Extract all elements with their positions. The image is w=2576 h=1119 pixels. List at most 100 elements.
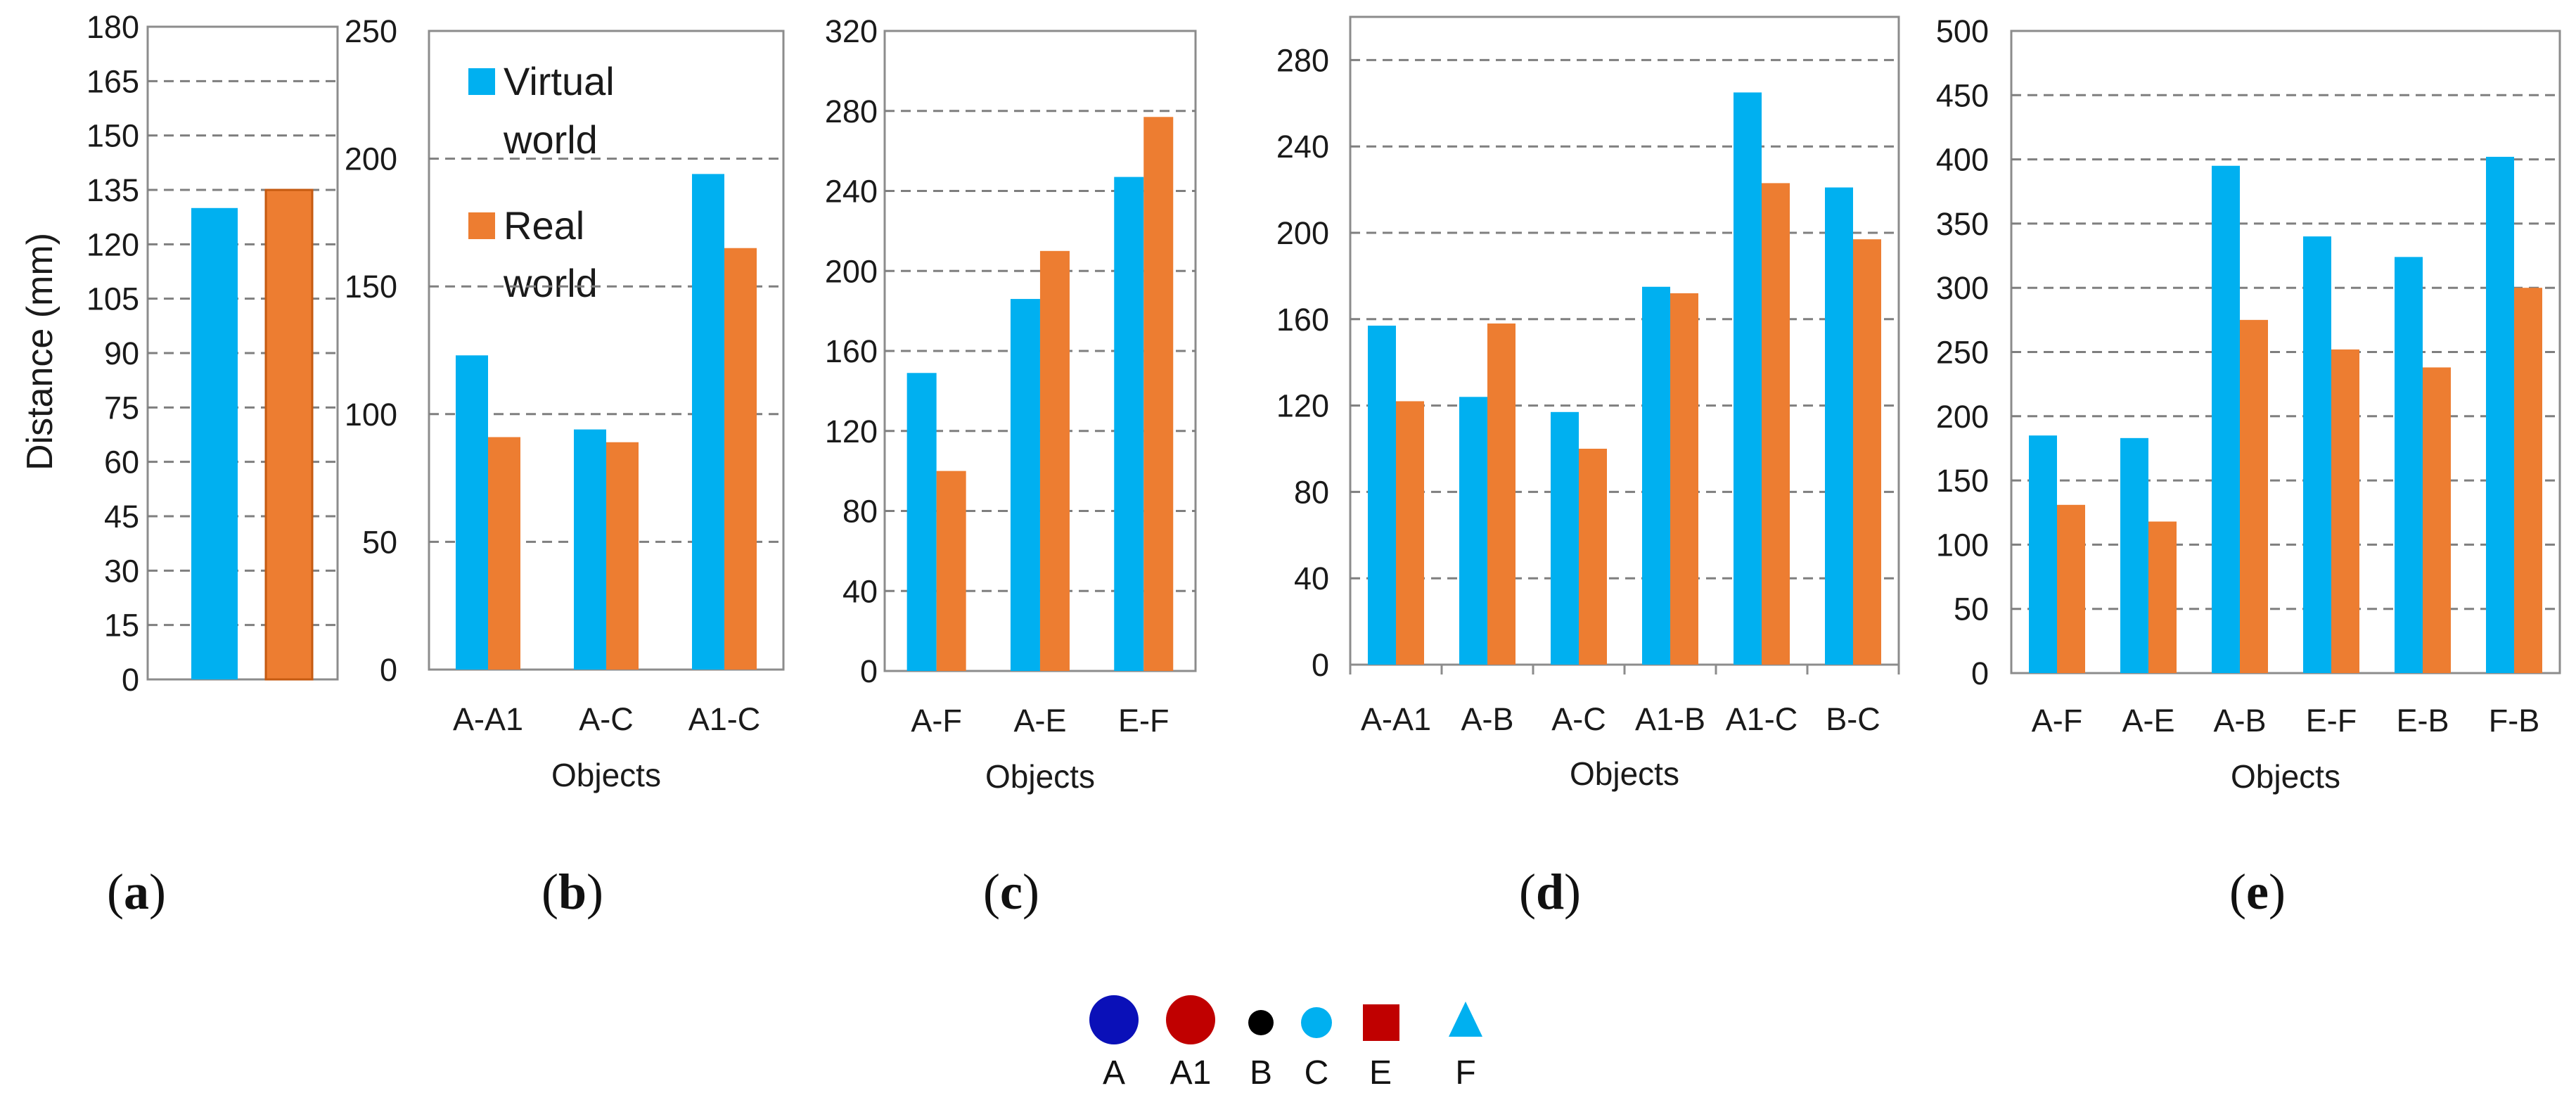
y-tick-label: 280: [825, 94, 878, 129]
x-tick-label: A-F: [2032, 703, 2083, 738]
y-tick-label: 40: [1294, 561, 1329, 596]
marker-b-icon: [1248, 1010, 1274, 1035]
y-tick-label: 150: [345, 269, 397, 305]
chart-panel-b: 0 50 100 150 200 250 A-A1 A-C A1-C Objects: [345, 13, 785, 793]
bar-virtual-A1-C: [692, 174, 724, 670]
y-axis-title: Distance (mm): [20, 233, 60, 471]
bar-virtual: [191, 207, 238, 679]
y-tick-label: 200: [825, 253, 878, 289]
y-tick-label: 200: [345, 141, 397, 177]
x-tick-label: A-E: [2122, 703, 2174, 738]
x-tick-label: A1-C: [1726, 701, 1798, 737]
bar-real-A-F: [936, 471, 966, 671]
y-tick-label: 320: [825, 13, 878, 49]
marker-a-icon: [1089, 995, 1139, 1044]
x-tick-label: B-C: [1826, 701, 1880, 737]
marker-f-icon: [1449, 1002, 1482, 1037]
panel-label-d: (d): [1519, 864, 1581, 920]
bar-real-F-B: [2514, 288, 2542, 673]
y-tick-label: 75: [104, 390, 139, 426]
x-tick-label: A-E: [1013, 703, 1066, 738]
legend-label-virtual-2: world: [503, 117, 598, 162]
x-tick-label: A1-B: [1635, 701, 1705, 737]
bar-real-A-F: [2057, 504, 2085, 673]
bar-real-A-E: [2148, 521, 2177, 673]
y-tick-label: 0: [1971, 656, 1989, 691]
y-tick-label: 250: [1936, 335, 1989, 371]
panel-label-c: (c): [983, 864, 1039, 920]
marker-label-c: C: [1305, 1054, 1329, 1092]
y-tick-label: 180: [86, 9, 139, 45]
x-tick-label: A-A1: [453, 701, 523, 737]
y-tick-label: 100: [345, 397, 397, 433]
y-tick-label: 30: [104, 553, 139, 589]
bar-real-A-B: [1487, 323, 1516, 665]
bar-real-A-C: [606, 442, 639, 670]
y-tick-label: 40: [842, 573, 878, 609]
x-axis-title: Objects: [1570, 755, 1679, 792]
bar-real-A-A1: [1396, 401, 1424, 665]
y-tick-label: 250: [345, 13, 397, 49]
x-tick-label: A-C: [579, 701, 634, 737]
marker-label-f: F: [1455, 1054, 1475, 1092]
chart-panel-d: 0 40 80 120 160 200 240 280 A-A1 A-B A-C A1-B A1-C B-…: [1276, 15, 1900, 792]
y-tick-label: 120: [825, 414, 878, 449]
x-tick-label: A-B: [2213, 703, 2266, 738]
y-tick-label: 120: [1276, 388, 1329, 424]
y-tick-label: 60: [104, 445, 139, 480]
x-axis-title: Objects: [2231, 758, 2340, 795]
bar-virtual-B-C: [1825, 187, 1853, 665]
marker-label-b: B: [1250, 1054, 1272, 1092]
bar-virtual-A-A1: [456, 355, 488, 670]
y-tick-label: 150: [1936, 463, 1989, 499]
bar-virtual-A-F: [906, 373, 937, 671]
bar-virtual-A-C: [574, 429, 606, 670]
bar-virtual-A-C: [1551, 411, 1579, 665]
x-tick-label: F-B: [2489, 703, 2540, 738]
y-tick-label: 200: [1936, 399, 1989, 435]
bar-virtual-A-A1: [1368, 326, 1396, 665]
bar-real-B-C: [1853, 239, 1881, 665]
bar-real-E-F: [1143, 117, 1174, 671]
marker-label-a1: A1: [1170, 1054, 1212, 1092]
panel-label-b: (b): [542, 864, 603, 920]
bar-real-E-F: [2331, 349, 2359, 673]
bar-real-A-C: [1579, 449, 1607, 665]
legend-label-real-2: world: [503, 261, 598, 305]
y-tick-label: 300: [1936, 270, 1989, 306]
y-tick-label: 135: [86, 172, 139, 208]
y-tick-label: 0: [380, 652, 397, 688]
bar-real-E-B: [2423, 367, 2451, 673]
bar-virtual-A-B: [2212, 165, 2240, 674]
y-tick-label: 240: [1276, 129, 1329, 165]
y-tick-label: 160: [1276, 302, 1329, 338]
x-tick-label: E-F: [2306, 703, 2357, 738]
x-tick-label: A1-C: [688, 701, 761, 737]
y-tick-label: 150: [86, 118, 139, 154]
y-tick-label: 450: [1936, 77, 1989, 113]
bar-real-A1-C: [1762, 183, 1790, 665]
series-legend: Virtual world Real world: [468, 59, 615, 305]
x-tick-label: E-F: [1118, 703, 1170, 738]
y-tick-label: 160: [825, 333, 878, 369]
y-tick-label: 280: [1276, 42, 1329, 78]
bar-real-A-A1: [488, 437, 520, 670]
y-tick-label: 45: [104, 499, 139, 535]
legend-swatch-virtual: [468, 68, 495, 95]
chart-panel-e: 0 50 100 150 200 250 300 350 400 450 500 A-F A-E A-B E…: [1936, 13, 2561, 795]
bar-virtual-A1-B: [1642, 286, 1670, 665]
y-tick-label: 0: [122, 662, 139, 698]
x-axis-title: Objects: [985, 758, 1095, 795]
y-tick-label: 400: [1936, 142, 1989, 178]
bar-virtual-A-E: [2120, 437, 2148, 673]
bar-real-A1-B: [1670, 293, 1698, 665]
bar-virtual-F-B: [2486, 156, 2514, 673]
marker-a1-icon: [1166, 995, 1215, 1044]
y-tick-label: 120: [86, 226, 139, 262]
chart-panel-c: 0 40 80 120 160 200 240 280 320 A-F A-E E-F Objects: [825, 13, 1197, 795]
bar-real-A1-C: [724, 248, 757, 670]
bar-virtual-A1-C: [1734, 92, 1762, 665]
bar-real-A-B: [2240, 319, 2268, 673]
bar-real-A-E: [1039, 250, 1070, 671]
x-tick-label: E-B: [2396, 703, 2449, 738]
